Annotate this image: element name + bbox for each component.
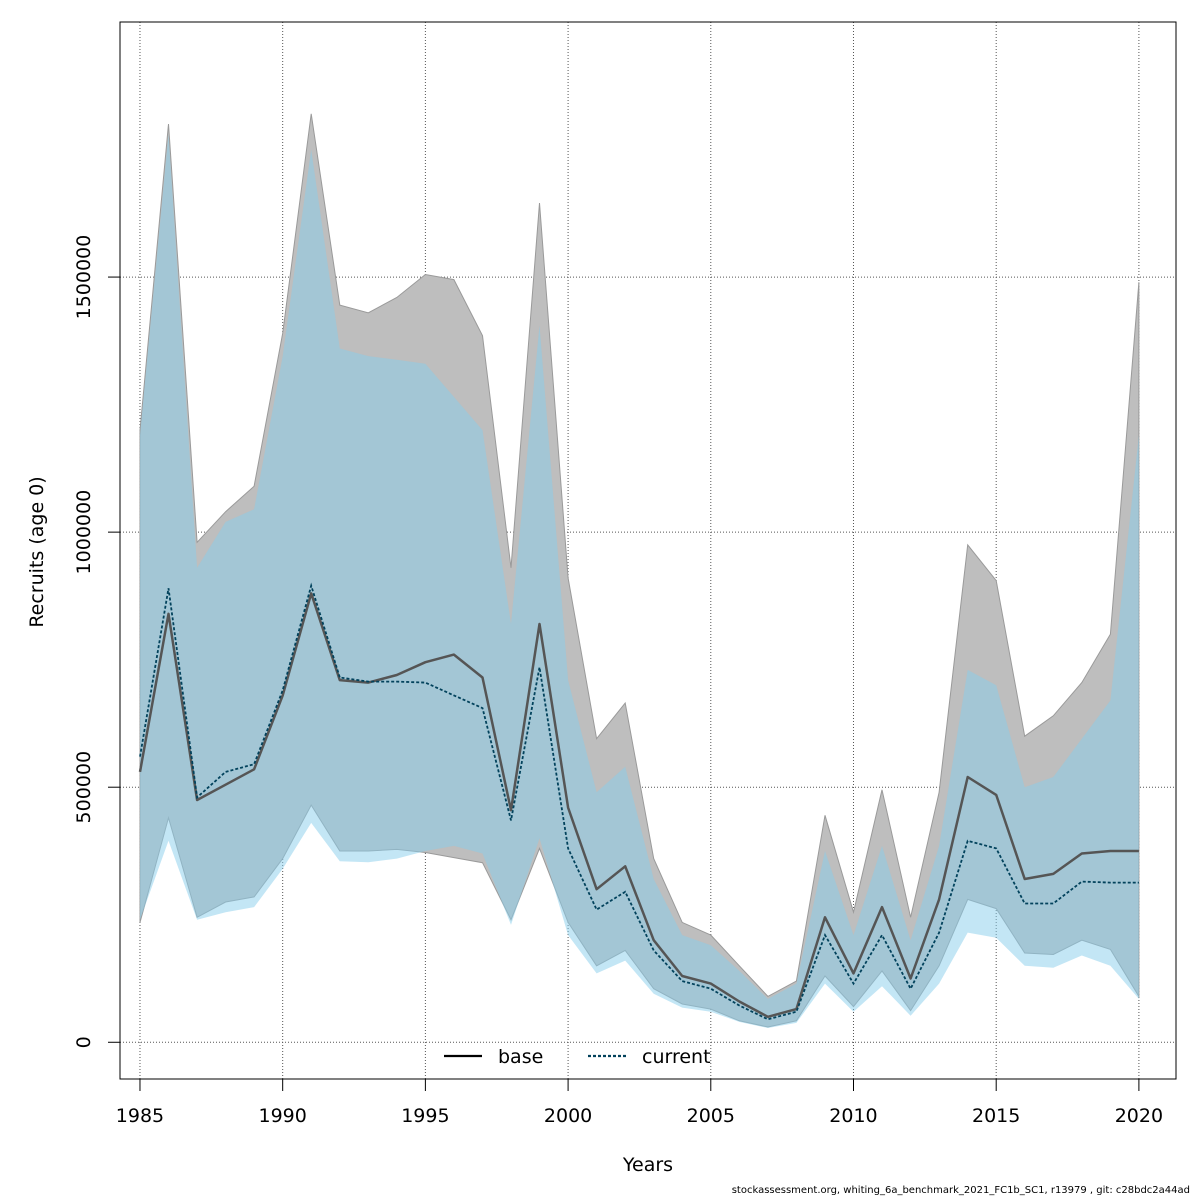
x-tick-label-2005: 2005 (687, 1105, 735, 1127)
x-tick-label-1990: 1990 (259, 1105, 307, 1127)
legend-label-current: current (642, 1046, 711, 1068)
line-current (139, 582, 1139, 1021)
x-tick-label-2010: 2010 (829, 1105, 877, 1127)
y-axis-title: Recruits (age 0) (26, 476, 48, 627)
axes: 1985 1990 1995 2000 2005 2010 2015 2020 0 500000 1… (73, 235, 1163, 1127)
series-lines (138, 582, 1139, 1021)
x-tick-label-2000: 2000 (544, 1105, 592, 1127)
x-axis-title: Years (622, 1154, 673, 1176)
legend-label-base: base (498, 1046, 543, 1068)
y-tick-label-0: 0 (73, 1036, 95, 1048)
legend: base current (444, 1046, 711, 1068)
x-tick-label-1985: 1985 (116, 1105, 164, 1127)
line-base (138, 592, 1139, 1019)
y-tick-label-500000: 500000 (73, 751, 95, 824)
y-tick-label-1500000: 1500000 (73, 235, 95, 320)
confidence-bands (139, 113, 1140, 1028)
footer-credit: stockassessment.org, whiting_6a_benchmar… (731, 1185, 1190, 1196)
x-tick-label-2020: 2020 (1115, 1105, 1163, 1127)
band-current (140, 134, 1139, 1028)
y-tick-label-1000000: 1000000 (73, 490, 95, 575)
x-tick-label-2015: 2015 (972, 1105, 1020, 1127)
x-tick-label-1995: 1995 (401, 1105, 449, 1127)
